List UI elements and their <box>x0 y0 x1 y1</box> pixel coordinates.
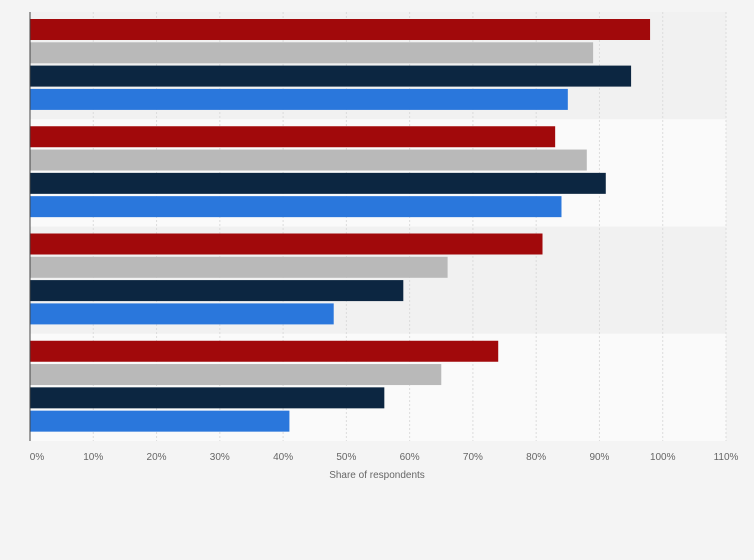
x-tick-label: 90% <box>589 452 609 463</box>
x-tick-label: 40% <box>273 452 293 463</box>
bar <box>30 19 651 40</box>
bar <box>30 88 568 110</box>
x-tick-label: 20% <box>147 452 167 463</box>
bar <box>30 65 632 87</box>
x-tick-label: 10% <box>83 452 103 463</box>
x-tick-label: 110% <box>714 452 739 463</box>
x-tick-label: 70% <box>463 452 483 463</box>
bar <box>30 233 543 255</box>
bars <box>30 19 651 432</box>
bar <box>30 149 587 171</box>
x-tick-label: 30% <box>210 452 230 463</box>
x-tick-label: 80% <box>526 452 546 463</box>
bar <box>30 364 442 386</box>
bar <box>30 387 385 409</box>
bar <box>30 303 334 325</box>
bar <box>30 172 606 194</box>
bar <box>30 410 290 432</box>
bar <box>30 126 556 148</box>
x-tick-label: 0% <box>30 452 45 463</box>
bar <box>30 42 594 64</box>
x-tick-label: 50% <box>336 452 356 463</box>
bar <box>30 280 404 302</box>
x-tick-label: 100% <box>650 452 676 463</box>
x-tick-labels: 0% 10% 20% 30% 40% 50% 60% 70% 80% 90% 100% 110% <box>30 452 739 463</box>
bar <box>30 340 499 362</box>
x-tick-label: 60% <box>400 452 420 463</box>
x-axis-title: Share of respondents <box>329 470 425 481</box>
bar <box>30 196 562 218</box>
bar <box>30 256 448 278</box>
